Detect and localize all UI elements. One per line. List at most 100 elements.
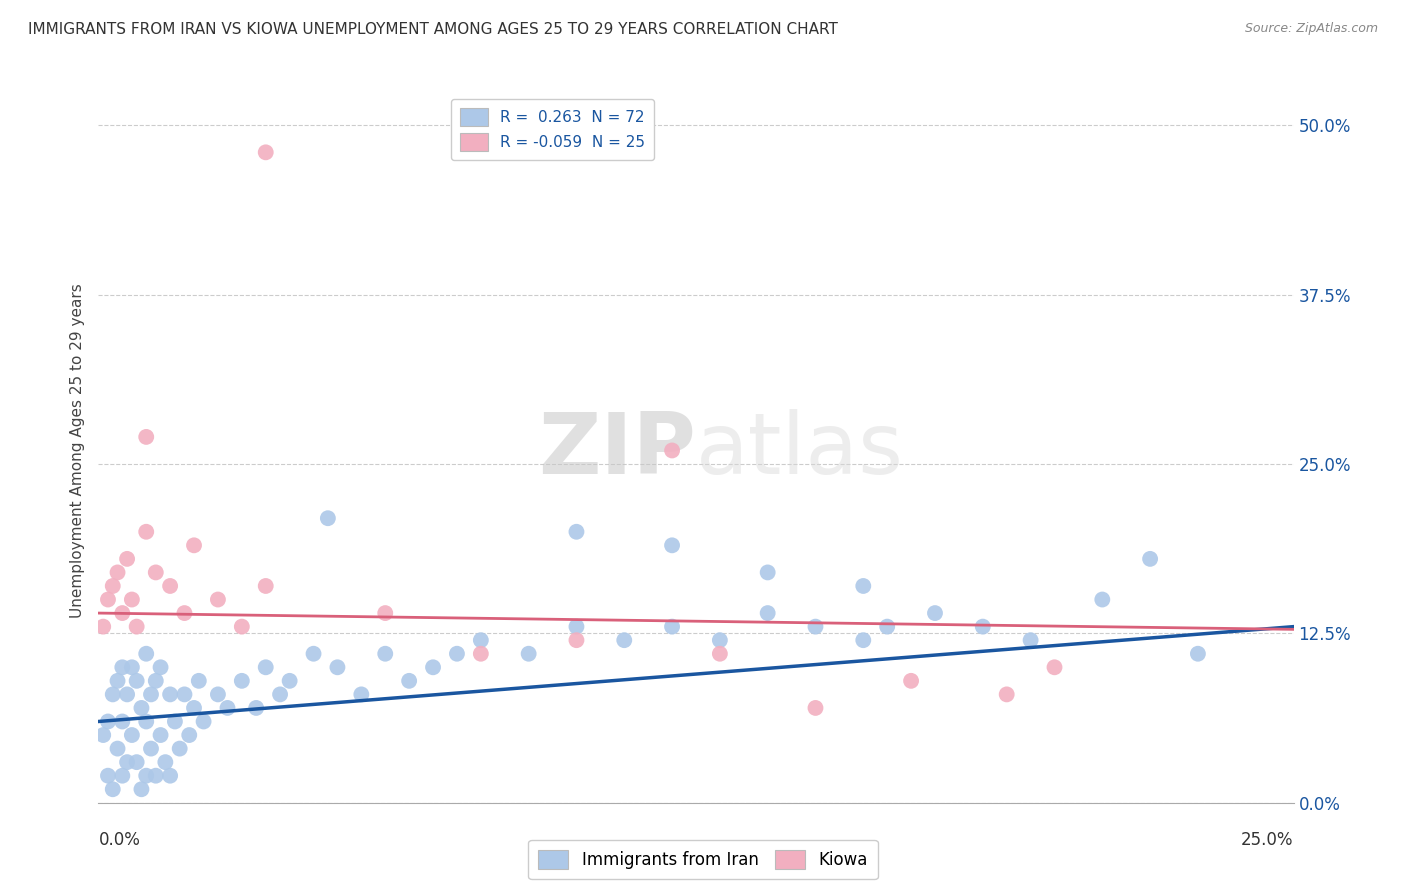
Point [470, 633, 492, 648]
Point [350, 687, 373, 701]
Text: ZIP: ZIP [538, 409, 696, 492]
Point [1187, 647, 1209, 661]
Point [661, 538, 683, 552]
Point [159, 687, 181, 701]
Text: Source: ZipAtlas.com: Source: ZipAtlas.com [1244, 22, 1378, 36]
Point [115, 552, 138, 566]
Text: 25.0%: 25.0% [1241, 831, 1294, 849]
Point [131, 782, 153, 797]
Point [207, 687, 229, 701]
Point [121, 660, 143, 674]
Point [111, 769, 134, 783]
Point [125, 755, 148, 769]
Point [217, 701, 239, 715]
Point [972, 619, 994, 633]
Point [139, 741, 162, 756]
Point [135, 714, 157, 729]
Point [135, 524, 157, 539]
Point [661, 619, 683, 633]
Point [179, 728, 201, 742]
Point [1019, 633, 1042, 648]
Point [876, 619, 898, 633]
Point [565, 633, 588, 648]
Point [169, 741, 191, 756]
Point [302, 647, 325, 661]
Legend: Immigrants from Iran, Kiowa: Immigrants from Iran, Kiowa [529, 840, 877, 880]
Point [1043, 660, 1066, 674]
Point [111, 660, 134, 674]
Point [565, 524, 588, 539]
Point [1139, 552, 1161, 566]
Point [107, 741, 129, 756]
Point [326, 660, 349, 674]
Point [121, 728, 143, 742]
Point [254, 579, 277, 593]
Point [470, 647, 492, 661]
Point [111, 714, 134, 729]
Point [149, 728, 172, 742]
Point [231, 619, 253, 633]
Point [207, 592, 229, 607]
Point [924, 606, 946, 620]
Point [900, 673, 922, 688]
Point [135, 430, 157, 444]
Point [139, 687, 162, 701]
Text: IMMIGRANTS FROM IRAN VS KIOWA UNEMPLOYMENT AMONG AGES 25 TO 29 YEARS CORRELATION: IMMIGRANTS FROM IRAN VS KIOWA UNEMPLOYME… [28, 22, 838, 37]
Point [804, 619, 827, 633]
Point [709, 633, 731, 648]
Point [804, 701, 827, 715]
Point [422, 660, 444, 674]
Point [135, 647, 157, 661]
Point [995, 687, 1018, 701]
Point [111, 606, 134, 620]
Point [131, 701, 153, 715]
Y-axis label: Unemployment Among Ages 25 to 29 years: Unemployment Among Ages 25 to 29 years [69, 283, 84, 618]
Point [115, 755, 138, 769]
Point [115, 687, 138, 701]
Point [173, 687, 195, 701]
Point [163, 714, 186, 729]
Point [254, 660, 277, 674]
Point [231, 673, 253, 688]
Point [149, 660, 172, 674]
Point [101, 687, 124, 701]
Point [1091, 592, 1114, 607]
Point [565, 619, 588, 633]
Point [316, 511, 339, 525]
Point [254, 145, 277, 160]
Text: 0.0%: 0.0% [98, 831, 141, 849]
Point [155, 755, 177, 769]
Point [101, 579, 124, 593]
Point [159, 579, 181, 593]
Point [91, 619, 114, 633]
Point [709, 647, 731, 661]
Point [125, 619, 148, 633]
Point [159, 769, 181, 783]
Point [374, 606, 396, 620]
Point [613, 633, 636, 648]
Point [97, 714, 120, 729]
Point [269, 687, 291, 701]
Point [398, 673, 420, 688]
Point [145, 566, 167, 580]
Point [446, 647, 468, 661]
Point [183, 701, 205, 715]
Point [173, 606, 195, 620]
Point [97, 769, 120, 783]
Point [125, 673, 148, 688]
Point [97, 592, 120, 607]
Point [756, 606, 779, 620]
Point [245, 701, 267, 715]
Point [517, 647, 540, 661]
Point [145, 769, 167, 783]
Point [135, 769, 157, 783]
Point [107, 673, 129, 688]
Point [91, 728, 114, 742]
Point [183, 538, 205, 552]
Legend: R =  0.263  N = 72, R = -0.059  N = 25: R = 0.263 N = 72, R = -0.059 N = 25 [451, 99, 654, 160]
Point [121, 592, 143, 607]
Text: atlas: atlas [696, 409, 904, 492]
Point [756, 566, 779, 580]
Point [193, 714, 215, 729]
Point [187, 673, 209, 688]
